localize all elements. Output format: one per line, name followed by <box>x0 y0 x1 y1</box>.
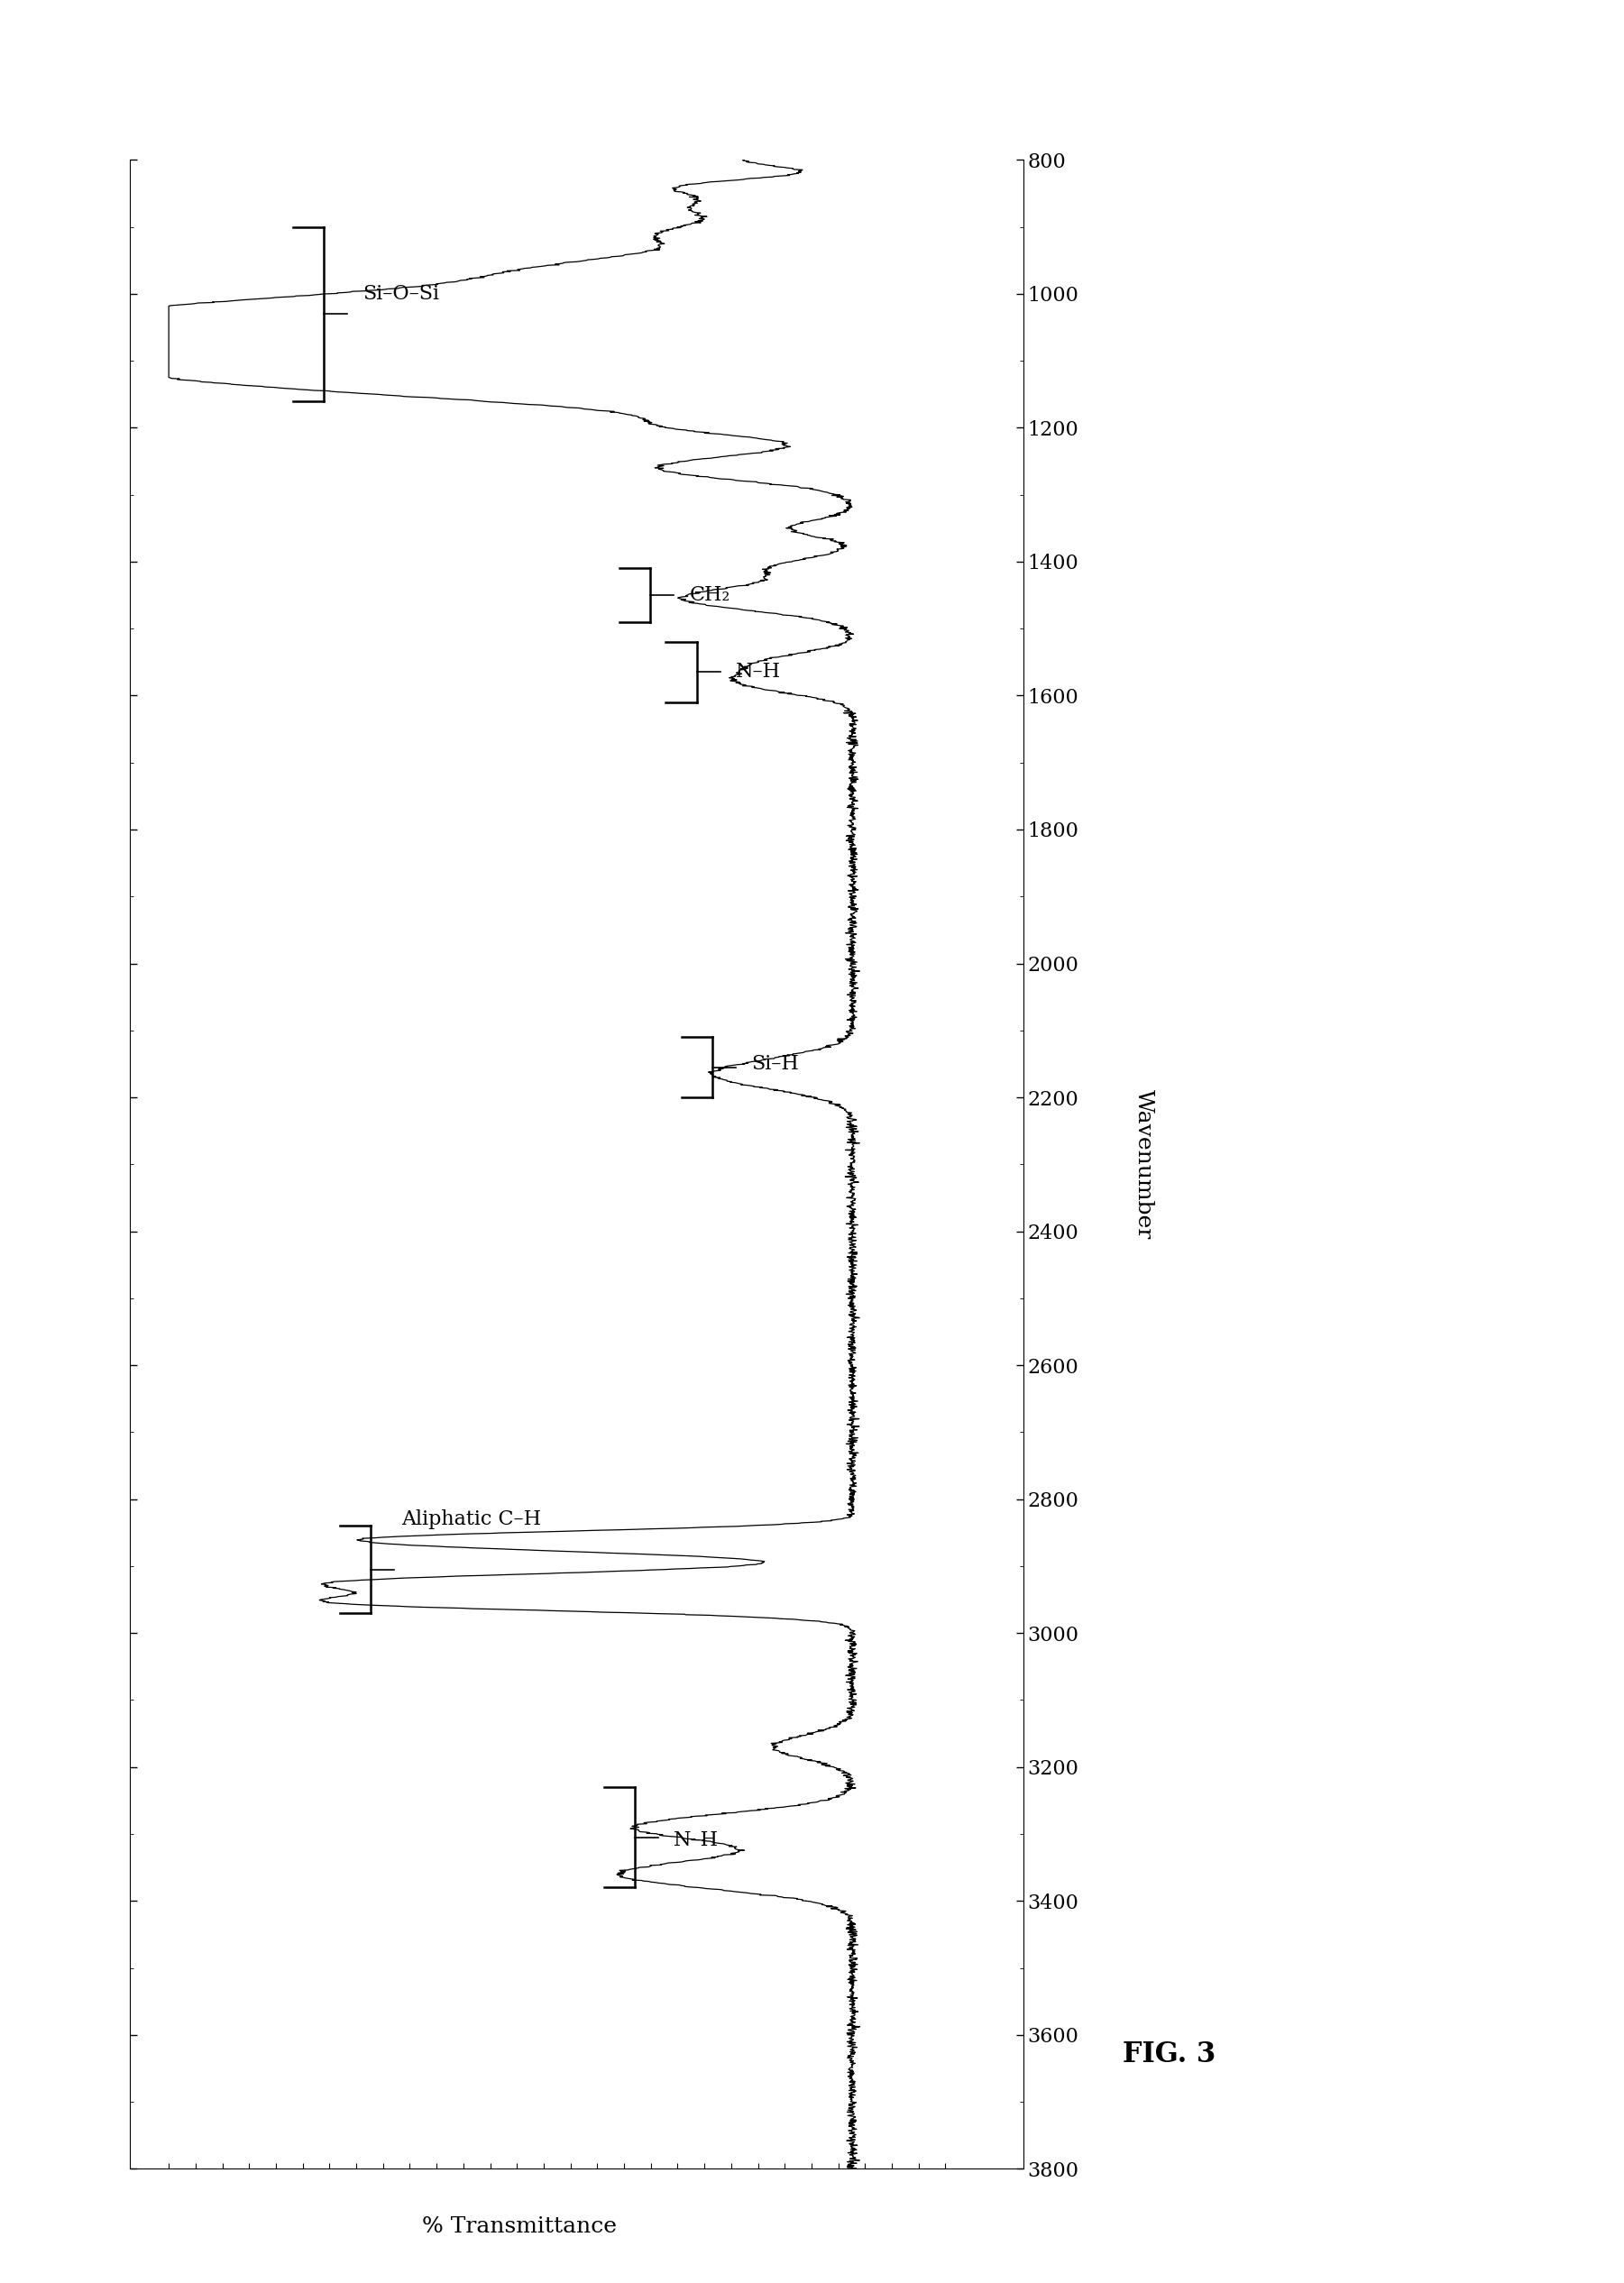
Text: Si–H: Si–H <box>752 1055 799 1073</box>
Text: N–H: N–H <box>736 662 781 683</box>
Text: Aliphatic C–H: Aliphatic C–H <box>401 1509 542 1530</box>
Text: % Transmittance: % Transmittance <box>422 2217 617 2237</box>
Text: N–H: N–H <box>674 1831 719 1852</box>
Text: CH₂: CH₂ <box>689 584 729 605</box>
Text: Si–O–Si: Si–O–Si <box>362 283 440 304</box>
Text: FIG. 3: FIG. 3 <box>1122 2041 1216 2068</box>
Y-axis label: Wavenumber: Wavenumber <box>1134 1089 1155 1240</box>
